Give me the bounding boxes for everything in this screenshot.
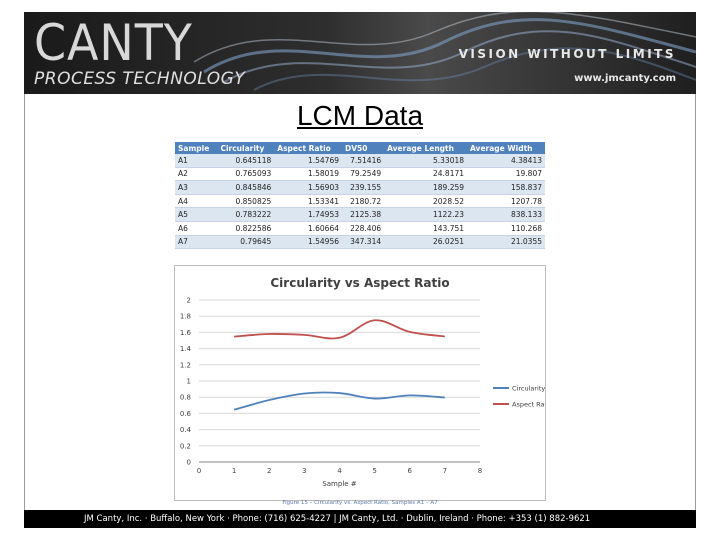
legend-label: Aspect Ratio: [512, 401, 545, 409]
table-cell: 5.33018: [384, 154, 468, 168]
table-column-header: Average Width: [467, 142, 545, 154]
table-cell: 1.58019: [274, 167, 342, 182]
x-tick-label: 4: [337, 467, 342, 475]
table-cell: 110.268: [467, 221, 545, 236]
figure-caption: Figure 15 – Circularity vs. Aspect Ratio…: [282, 500, 438, 506]
table-row: A7 0.79645 1.54956 347.314 26.0251 21.0355: [175, 235, 545, 250]
table-cell: 0.822586: [217, 221, 275, 236]
table-cell: A6: [175, 221, 218, 236]
y-tick-label: 1.2: [180, 361, 191, 369]
x-tick-label: 5: [372, 467, 376, 475]
line-chart: Circularity vs Aspect Ratio 0 0.2 0.4 0.6 0.8…: [180, 276, 553, 488]
table-body: A1 0.645118 1.54769 7.51416 5.33018 4.38413 A2…: [175, 154, 545, 250]
table-cell: A4: [175, 194, 218, 209]
table-cell: 143.751: [384, 221, 468, 236]
table-cell: 4.38413: [467, 154, 545, 168]
x-axis-label: Sample #: [322, 480, 356, 488]
table-row: A2 0.765093 1.58019 79.2549 24.8171 19.807: [175, 167, 545, 182]
chart-container: Circularity vs Aspect Ratio 0 0.2 0.4 0.6 0.8…: [174, 265, 553, 501]
table-cell: 1.74953: [274, 207, 342, 222]
footer-bar: JM Canty, Inc. · Buffalo, New York · Pho…: [24, 510, 696, 528]
table-row: A4 0.850825 1.53341 2180.72 2028.52 1207.78: [175, 194, 545, 209]
table-cell: 79.2549: [342, 167, 385, 182]
legend-label: Circularity: [512, 385, 545, 393]
table-cell: A3: [175, 180, 218, 195]
table-row: A3 0.845846 1.56903 239.155 189.259 158.837: [175, 180, 545, 195]
series-line-aspect-ratio: [234, 319, 445, 340]
table-column-header: Aspect Ratio: [274, 142, 342, 154]
table-cell: 1.56903: [274, 180, 342, 195]
table-cell: 19.807: [467, 167, 545, 182]
table-cell: 0.850825: [217, 194, 275, 209]
y-tick-label: 0: [187, 459, 191, 467]
table-cell: 347.314: [342, 235, 385, 250]
banner-waves-graphic: [193, 12, 696, 91]
logo-subtitle: PROCESS TECHNOLOGY: [34, 69, 246, 89]
table-cell: 2180.72: [342, 194, 385, 209]
table-cell: 26.0251: [384, 235, 468, 250]
table-cell: 2125.38: [342, 207, 385, 222]
table-cell: 0.845846: [217, 180, 275, 195]
table-cell: 24.8171: [384, 167, 468, 182]
series-line-circularity: [233, 391, 445, 411]
table-cell: 1.53341: [274, 194, 342, 209]
table-cell: 1.54769: [274, 154, 342, 168]
y-tick-label: 0.6: [180, 410, 192, 418]
y-tick-label: 1.6: [180, 329, 192, 337]
table-cell: 158.837: [467, 180, 545, 195]
y-tick-label: 0.2: [180, 442, 191, 450]
table-row: A6 0.822586 1.60664 228.406 143.751 110.268: [175, 221, 545, 236]
table-cell: 0.645118: [217, 154, 275, 168]
lcm-data-table: Sample Circularity Aspect Ratio DV50 Average…: [175, 142, 545, 250]
y-tick-label: 1: [187, 378, 191, 386]
table-cell: 7.51416: [342, 154, 385, 168]
x-tick-label: 2: [267, 467, 271, 475]
table-column-header: Average Length: [384, 142, 468, 154]
table-cell: A5: [175, 207, 218, 222]
x-tick-label: 6: [408, 467, 413, 475]
table-column-header: DV50: [342, 142, 385, 154]
table-row: A1 0.645118 1.54769 7.51416 5.33018 4.38413: [175, 154, 545, 168]
y-tick-label: 0.8: [180, 394, 191, 402]
table-header-row: Sample Circularity Aspect Ratio DV50 Average…: [175, 142, 545, 154]
page-title: LCM Data: [296, 100, 424, 131]
x-tick-label: 1: [232, 467, 236, 475]
canty-logo-text: CANTY: [34, 14, 193, 72]
table-cell: 0.79645: [217, 235, 275, 250]
x-tick-label: 7: [443, 467, 447, 475]
table-cell: 1.60664: [274, 221, 342, 236]
table-column-header: Sample: [175, 142, 218, 154]
table-cell: 0.765093: [217, 167, 275, 182]
table-cell: 228.406: [342, 221, 385, 236]
table-cell: A7: [175, 235, 218, 250]
table-cell: 1.54956: [274, 235, 342, 250]
table-cell: 2028.52: [384, 194, 468, 209]
table-row: A5 0.783222 1.74953 2125.38 1122.23 838.133: [175, 207, 545, 222]
x-tick-label: 3: [302, 467, 306, 475]
table-cell: 0.783222: [217, 207, 275, 222]
chart-title: Circularity vs Aspect Ratio: [270, 276, 449, 290]
y-tick-label: 2: [187, 297, 191, 305]
table-cell: 21.0355: [467, 235, 545, 250]
table-cell: 1122.23: [384, 207, 468, 222]
table-cell: 239.155: [342, 180, 385, 195]
table-cell: 1207.78: [467, 194, 545, 209]
table-cell: A1: [175, 154, 218, 168]
x-tick-label: 0: [197, 467, 201, 475]
website-url: www.jmcanty.com: [574, 73, 676, 84]
tagline: VISION WITHOUT LIMITS: [458, 47, 676, 61]
table-column-header: Circularity: [217, 142, 275, 154]
y-tick-label: 1.8: [180, 313, 191, 321]
table-cell: A2: [175, 167, 218, 182]
table-cell: 189.259: [384, 180, 468, 195]
table-cell: 838.133: [467, 207, 545, 222]
y-tick-label: 0.4: [180, 426, 192, 434]
header-banner: CANTY PROCESS TECHNOLOGY VISION WITHOUT …: [24, 12, 696, 94]
x-tick-label: 8: [478, 467, 482, 475]
y-tick-label: 1.4: [180, 345, 192, 353]
